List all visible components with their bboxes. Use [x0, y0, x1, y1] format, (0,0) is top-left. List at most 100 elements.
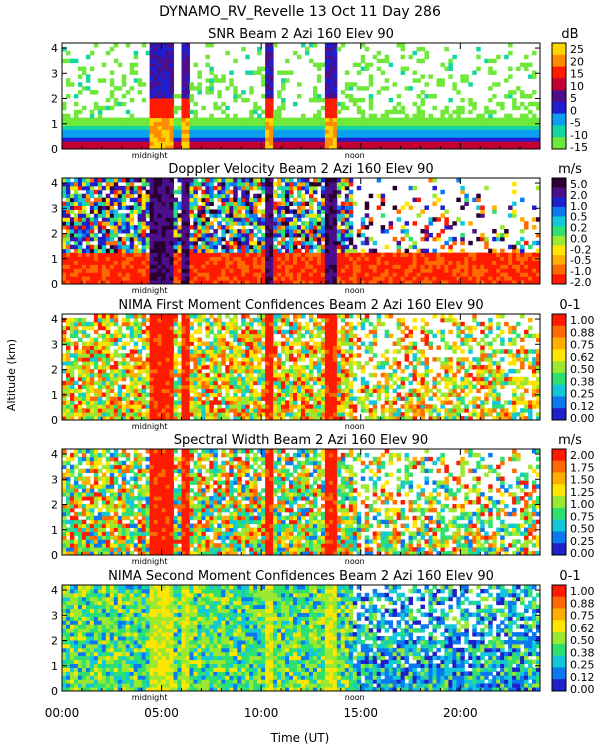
heatmap-cell: [161, 272, 167, 277]
heatmap-cell: [213, 217, 218, 222]
heatmap-cell: [424, 252, 429, 258]
heatmap-cell: [225, 137, 230, 142]
heatmap-cell: [97, 137, 103, 142]
heatmap-cell: [308, 264, 314, 269]
heatmap-cell: [177, 404, 182, 409]
heatmap-cell: [496, 82, 501, 87]
heatmap-cell: [145, 117, 151, 123]
heatmap-cell: [504, 268, 509, 273]
heatmap-cell: [137, 145, 143, 150]
heatmap-cell: [328, 43, 334, 48]
heatmap-cell: [440, 117, 445, 123]
colorbar-frame: [551, 177, 567, 285]
heatmap-cell: [416, 133, 421, 138]
heatmap-cell: [69, 272, 75, 277]
heatmap-cell: [384, 145, 390, 150]
heatmap-cell: [312, 62, 318, 68]
heatmap-cell: [257, 252, 262, 258]
heatmap-cell: [85, 333, 91, 339]
heatmap-cell: [396, 125, 402, 130]
heatmap-cell: [209, 272, 214, 277]
heatmap-cell: [265, 113, 270, 119]
heatmap-cell: [141, 376, 147, 382]
heatmap-cell: [205, 43, 210, 48]
heatmap-cell: [65, 416, 71, 421]
heatmap-cell: [257, 209, 262, 214]
heatmap-cell: [392, 105, 398, 111]
heatmap-cell: [209, 189, 214, 195]
heatmap-cell: [85, 129, 91, 134]
heatmap-cell: [285, 129, 290, 134]
heatmap-cell: [153, 280, 159, 285]
colorbar-label: -2.0: [570, 276, 591, 289]
heatmap-cell: [117, 117, 123, 123]
heatmap-cell: [177, 372, 182, 378]
heatmap-cell: [105, 325, 111, 331]
heatmap-cell: [432, 137, 437, 142]
heatmap-cell: [364, 236, 370, 242]
heatmap-cell: [420, 256, 425, 261]
heatmap-cell: [85, 388, 91, 394]
heatmap-cell: [133, 372, 139, 378]
heatmap-cell: [388, 129, 394, 134]
heatmap-cell: [197, 345, 202, 350]
heatmap-cell: [285, 260, 290, 265]
heatmap-cell: [69, 333, 75, 339]
heatmap-cell: [376, 133, 382, 138]
heatmap-cell: [141, 276, 147, 281]
heatmap-cell: [129, 264, 135, 269]
heatmap-cell: [161, 396, 167, 401]
heatmap-cell: [89, 376, 95, 382]
heatmap-cell: [109, 197, 115, 203]
heatmap-cell: [73, 125, 79, 130]
heatmap-cell: [185, 94, 190, 99]
heatmap-cell: [460, 260, 465, 265]
heatmap-cell: [153, 372, 159, 378]
heatmap-cell: [137, 268, 143, 273]
heatmap-cell: [289, 125, 294, 130]
heatmap-cell: [62, 221, 67, 226]
heatmap-cell: [344, 213, 350, 218]
heatmap-cell: [129, 337, 135, 342]
heatmap-cell: [249, 264, 254, 269]
heatmap-cell: [336, 264, 342, 269]
heatmap-cell: [165, 349, 171, 354]
heatmap-cell: [85, 133, 91, 138]
heatmap-cell: [524, 133, 529, 138]
heatmap-cell: [185, 62, 190, 68]
heatmap-cell: [293, 240, 298, 246]
heatmap-cell: [432, 105, 437, 111]
heatmap-cell: [101, 260, 107, 265]
heatmap-cell: [237, 209, 242, 214]
heatmap-cell: [121, 117, 127, 123]
heatmap-cell: [205, 412, 210, 417]
heatmap-cell: [81, 178, 87, 183]
heatmap-cell: [532, 268, 537, 273]
heatmap-cell: [181, 181, 186, 187]
heatmap-cell: [185, 325, 190, 331]
heatmap-cell: [396, 280, 402, 285]
heatmap-cell: [209, 125, 214, 130]
heatmap-cell: [340, 236, 346, 242]
heatmap-cell: [197, 376, 202, 382]
heatmap-cell: [384, 252, 390, 258]
heatmap-cell: [197, 248, 202, 254]
heatmap-cell: [165, 105, 171, 111]
heatmap-cell: [352, 256, 358, 261]
heatmap-cell: [181, 141, 186, 146]
heatmap-cell: [388, 145, 394, 150]
heatmap-cell: [261, 244, 266, 250]
heatmap-cell: [93, 209, 99, 214]
heatmap-cell: [412, 121, 418, 126]
heatmap-cell: [153, 240, 159, 246]
heatmap-cell: [452, 109, 457, 115]
heatmap-cell: [500, 248, 505, 254]
heatmap-cell: [516, 66, 521, 71]
heatmap-cell: [412, 221, 418, 226]
heatmap-cell: [273, 43, 278, 48]
colorbar-swatch: [552, 90, 566, 103]
heatmap-cell: [62, 225, 67, 230]
heatmap-cell: [165, 101, 171, 107]
heatmap-cell: [384, 117, 390, 123]
heatmap-cell: [516, 272, 521, 277]
